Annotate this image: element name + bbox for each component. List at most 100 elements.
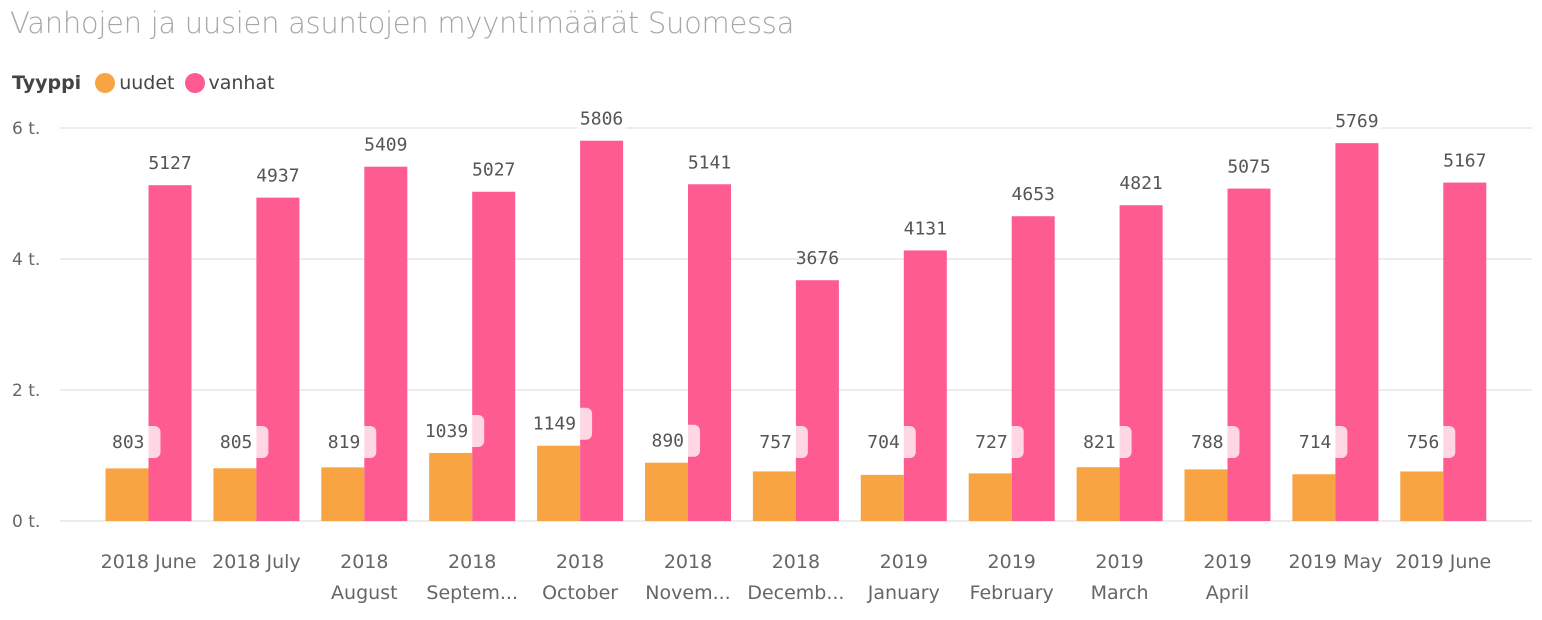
data-label-vanhat: 5409	[364, 135, 407, 156]
data-label-uudet: 1149	[533, 414, 576, 435]
y-tick-label: 0 t.	[12, 512, 40, 532]
data-label-uudet: 727	[975, 432, 1008, 453]
bar-vanhat	[472, 191, 516, 521]
data-label-uudet: 1039	[425, 421, 468, 442]
bar-vanhat	[364, 166, 408, 521]
x-tick-label: 2018	[556, 551, 604, 573]
data-label-uudet: 756	[1407, 432, 1440, 453]
x-tick-label: 2018	[664, 551, 712, 573]
data-label-bg	[121, 426, 161, 458]
x-tick-label: March	[1091, 582, 1149, 604]
x-tick-label: 2019	[1203, 551, 1251, 573]
bar-uudet	[860, 474, 904, 521]
bar-uudet	[321, 467, 365, 521]
bar-vanhat	[580, 140, 624, 521]
bar-uudet	[213, 468, 257, 521]
x-tick-label: 2019	[1095, 551, 1143, 573]
bar-vanhat	[795, 280, 839, 521]
bar-vanhat	[1119, 205, 1163, 522]
legend: Tyyppi uudet vanhat	[12, 72, 285, 94]
bar-uudet	[1292, 474, 1336, 521]
y-tick-label: 6 t.	[12, 119, 40, 139]
data-label-bg	[1200, 426, 1240, 458]
bar-uudet	[968, 473, 1012, 521]
data-label-bg	[542, 407, 593, 440]
data-label-bg	[229, 426, 269, 458]
x-tick-label: Novem...	[645, 582, 730, 604]
data-label-vanhat: 5167	[1443, 151, 1486, 172]
legend-item-uudet[interactable]: uudet	[95, 72, 175, 94]
data-label-uudet: 890	[651, 431, 684, 452]
x-tick-label: 2018 July	[212, 551, 301, 573]
bar-vanhat	[148, 185, 192, 521]
data-label-bg	[984, 426, 1024, 458]
data-label-uudet: 819	[328, 432, 361, 453]
bar-uudet	[537, 445, 581, 521]
data-label-uudet: 803	[112, 432, 145, 453]
legend-title: Tyyppi	[12, 72, 82, 94]
bar-vanhat	[1011, 216, 1055, 521]
y-tick-label: 2 t.	[12, 381, 40, 401]
data-label-vanhat: 4937	[256, 166, 299, 187]
bar-uudet	[1076, 467, 1120, 521]
data-label-bg	[876, 426, 916, 458]
x-tick-label: October	[542, 582, 618, 604]
x-tick-label: 2019 May	[1289, 551, 1383, 573]
data-label-vanhat: 5027	[472, 160, 515, 181]
x-tick-label: 2019	[880, 551, 928, 573]
bar-uudet	[429, 452, 473, 521]
data-label-uudet: 757	[759, 432, 792, 453]
data-label-vanhat: 3676	[796, 248, 839, 269]
data-label-vanhat: 5127	[148, 153, 191, 174]
legend-label-uudet: uudet	[119, 72, 175, 94]
data-label-vanhat: 4653	[1012, 184, 1055, 205]
bar-vanhat	[1443, 182, 1487, 521]
bar-uudet	[1400, 471, 1444, 521]
bar-vanhat	[1335, 143, 1379, 521]
x-tick-label: 2019 June	[1395, 551, 1491, 573]
x-tick-label: February	[970, 582, 1054, 604]
x-tick-label: 2019	[988, 551, 1036, 573]
bar-uudet	[105, 468, 149, 521]
bar-vanhat	[1227, 188, 1271, 521]
data-label-bg	[1092, 426, 1132, 458]
data-label-bg	[1308, 426, 1348, 458]
data-label-vanhat: 5075	[1227, 157, 1270, 178]
legend-item-vanhat[interactable]: vanhat	[184, 72, 275, 94]
x-tick-label: Decemb...	[747, 582, 844, 604]
y-tick-label: 4 t.	[12, 250, 40, 270]
x-tick-label: 2018 June	[101, 551, 197, 573]
data-label-vanhat: 4131	[904, 218, 947, 239]
data-label-bg	[661, 424, 700, 457]
data-label-vanhat: 5141	[688, 152, 731, 173]
data-label-bg	[768, 426, 808, 458]
x-tick-label: April	[1206, 582, 1249, 604]
bar-uudet	[645, 462, 688, 521]
x-tick-label: Septem...	[426, 582, 518, 604]
data-label-bg	[1416, 426, 1456, 458]
data-label-bg	[434, 414, 485, 447]
x-tick-label: 2018	[448, 551, 496, 573]
legend-swatch-uudet	[95, 73, 116, 93]
bar-vanhat	[256, 197, 300, 521]
data-label-uudet: 788	[1191, 432, 1224, 453]
legend-label-vanhat: vanhat	[208, 72, 275, 94]
bar-uudet	[752, 471, 796, 521]
x-tick-label: August	[331, 582, 398, 604]
data-label-uudet: 821	[1083, 432, 1116, 453]
x-tick-label: January	[867, 582, 940, 604]
data-label-uudet: 704	[867, 432, 900, 453]
chart-title: Vanhojen ja uusien asuntojen myyntimäärä…	[10, 6, 795, 40]
data-label-vanhat: 4821	[1119, 173, 1162, 194]
x-tick-label: 2018	[340, 551, 388, 573]
bar-vanhat	[688, 184, 731, 521]
data-label-vanhat: 5806	[580, 109, 623, 130]
data-label-vanhat: 5769	[1335, 111, 1378, 132]
data-label-bg	[337, 426, 377, 458]
legend-swatch-vanhat	[184, 73, 205, 93]
data-label-uudet: 714	[1299, 432, 1332, 453]
bar-uudet	[1184, 469, 1228, 521]
data-label-bg	[576, 106, 627, 131]
x-tick-label: 2018	[772, 551, 820, 573]
